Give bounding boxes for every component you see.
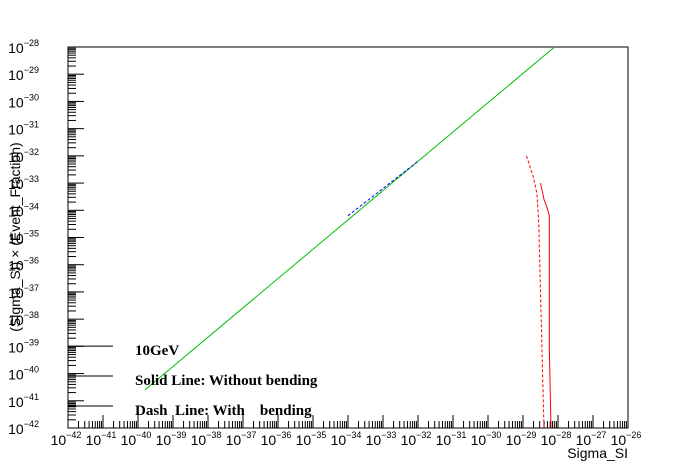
- series-group: [144, 46, 555, 429]
- x-tick-label: 10−30: [471, 430, 502, 448]
- x-tick-exponent: −27: [591, 430, 606, 440]
- x-tick-exponent: −39: [171, 430, 186, 440]
- y-tick-exponent: −33: [24, 174, 39, 184]
- x-tick-label: 10−39: [156, 430, 187, 448]
- y-tick-label: 10−42: [8, 419, 39, 437]
- series-line-4: [526, 155, 545, 429]
- y-tick-label: 10−30: [8, 92, 39, 110]
- y-tick-label: 10−31: [8, 120, 39, 138]
- x-tick-exponent: −37: [241, 430, 256, 440]
- x-tick-label: 10−33: [366, 430, 397, 448]
- x-tick-label: 10−35: [296, 430, 327, 448]
- x-tick-label: 10−31: [436, 430, 467, 448]
- y-tick-exponent: −35: [24, 229, 39, 239]
- x-tick-label: 10−38: [191, 430, 222, 448]
- annotation-text: Dash Line: With bending: [135, 403, 312, 419]
- x-tick-exponent: −28: [556, 430, 571, 440]
- annotation-text: Solid Line: Without bending: [135, 373, 318, 389]
- y-tick-label: 10−28: [8, 38, 39, 56]
- y-tick-label: 10−29: [8, 65, 39, 83]
- series-line-1: [144, 46, 555, 391]
- tick-group: 10−42 10−41 10−40 10−39 10−38 10−37 10−36 10−35…: [8, 38, 641, 448]
- y-tick-label: 10−40: [8, 365, 39, 383]
- x-axis-title: Sigma_SI: [567, 445, 628, 461]
- x-tick-label: 10−29: [506, 430, 537, 448]
- x-tick-exponent: −41: [101, 430, 116, 440]
- y-tick-exponent: −32: [24, 147, 39, 157]
- x-tick-exponent: −35: [311, 430, 326, 440]
- y-tick-exponent: −30: [24, 92, 39, 102]
- y-tick-label: 10−41: [8, 392, 39, 410]
- x-tick-exponent: −36: [276, 430, 291, 440]
- plot-frame: [67, 46, 629, 429]
- y-tick-exponent: −36: [24, 256, 39, 266]
- x-tick-label: 10−42: [51, 430, 82, 448]
- x-tick-label: 10−36: [261, 430, 292, 448]
- x-tick-label: 10−41: [86, 430, 117, 448]
- y-tick-label: 10−39: [8, 337, 39, 355]
- y-tick-exponent: −29: [24, 65, 39, 75]
- y-tick-exponent: −31: [24, 120, 39, 130]
- y-tick-exponent: −39: [24, 337, 39, 347]
- x-tick-exponent: −29: [521, 430, 536, 440]
- x-tick-label: 10−40: [121, 430, 152, 448]
- x-tick-label: 10−32: [401, 430, 432, 448]
- y-axis-title: (Sigma_SI) × (Event_Fraction): [7, 142, 23, 331]
- annotation-text: 10GeV: [135, 343, 179, 359]
- series-line-2: [347, 160, 419, 217]
- x-tick-exponent: −31: [451, 430, 466, 440]
- y-tick-exponent: −40: [24, 365, 39, 375]
- x-tick-exponent: −34: [346, 430, 361, 440]
- y-tick-exponent: −42: [24, 419, 39, 429]
- y-tick-exponent: −37: [24, 283, 39, 293]
- x-tick-exponent: −42: [66, 430, 81, 440]
- x-tick-exponent: −30: [486, 430, 501, 440]
- y-tick-exponent: −38: [24, 310, 39, 320]
- y-tick-exponent: −28: [24, 38, 39, 48]
- x-tick-exponent: −26: [626, 430, 641, 440]
- y-tick-exponent: −34: [24, 201, 39, 211]
- x-tick-exponent: −33: [381, 430, 396, 440]
- x-tick-exponent: −38: [206, 430, 221, 440]
- y-tick-exponent: −41: [24, 392, 39, 402]
- annotation-group: 10GeV Solid Line: Without bending Dash Lin…: [68, 343, 318, 419]
- x-tick-label: 10−37: [226, 430, 257, 448]
- x-tick-label: 10−34: [331, 430, 362, 448]
- x-tick-exponent: −32: [416, 430, 431, 440]
- x-tick-exponent: −40: [136, 430, 151, 440]
- series-line-3: [540, 182, 552, 429]
